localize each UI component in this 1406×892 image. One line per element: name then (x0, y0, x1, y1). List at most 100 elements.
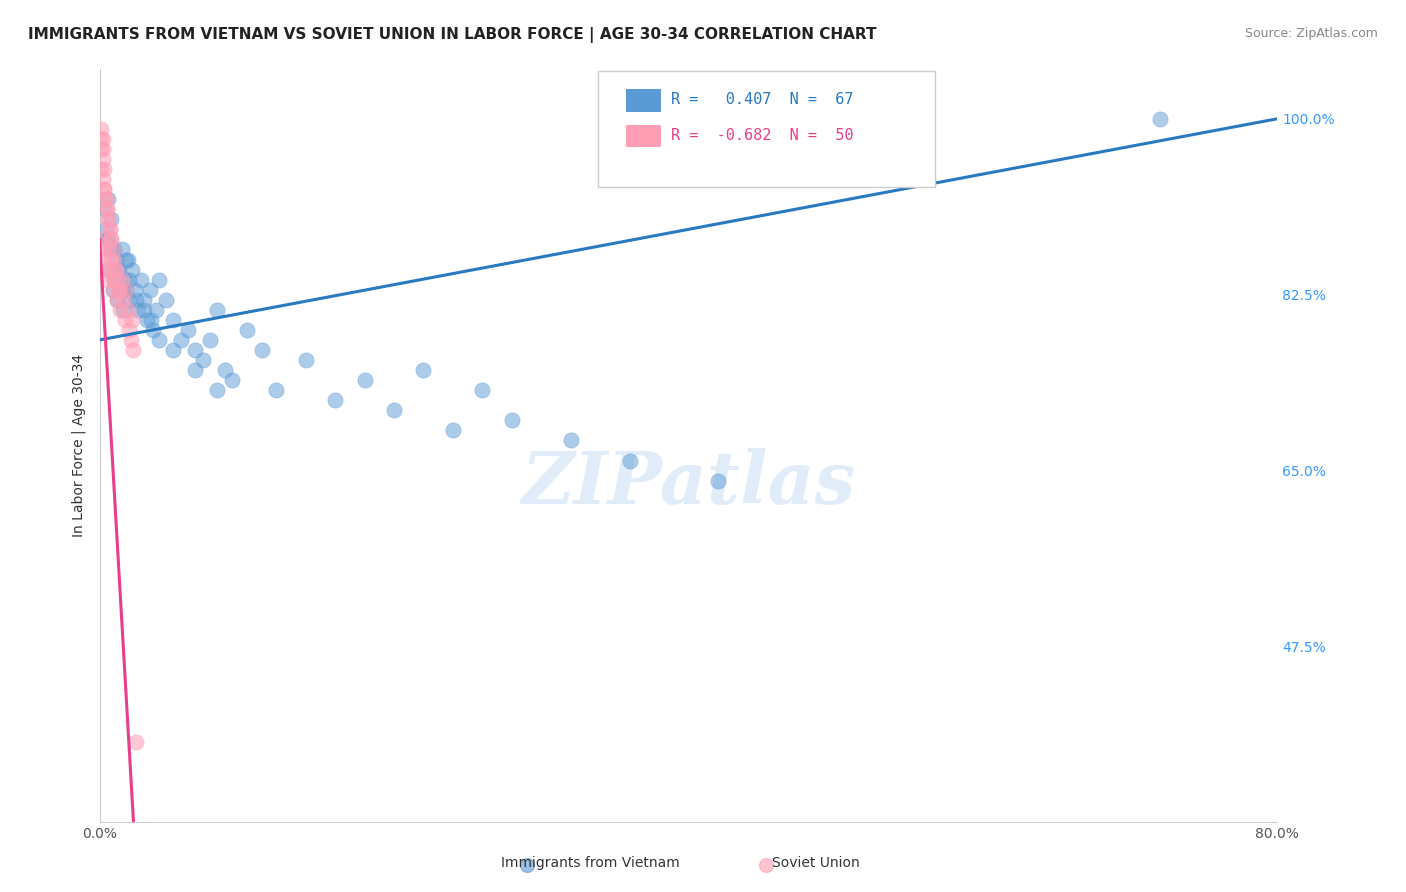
Point (619, 453, 641, 467)
Point (98, 262, 121, 277)
Point (118, 323, 141, 337)
Point (516, 858, 538, 872)
Point (471, 383, 494, 397)
Point (207, 383, 229, 397)
Point (121, 262, 143, 277)
Point (110, 302, 132, 317)
Point (107, 283, 129, 297)
Point (141, 313, 163, 327)
Point (94, 222, 117, 236)
Point (111, 243, 134, 257)
Point (441, 424, 464, 438)
Point (162, 313, 184, 327)
Point (100, 232, 122, 246)
Point (96, 202, 118, 217)
Point (90, 142, 112, 156)
Text: Immigrants from Vietnam: Immigrants from Vietnam (501, 855, 681, 870)
Point (382, 403, 405, 417)
Point (105, 293, 128, 307)
Point (91, 132, 114, 146)
Point (103, 272, 125, 286)
Point (142, 323, 165, 337)
Point (138, 283, 160, 297)
Point (104, 252, 127, 267)
Point (118, 272, 141, 286)
Text: ZIPatlas: ZIPatlas (522, 448, 855, 518)
Point (93, 182, 115, 196)
Point (1149, 112, 1171, 126)
Point (501, 413, 523, 427)
Point (198, 333, 221, 347)
Point (104, 262, 127, 277)
Point (111, 283, 134, 297)
Text: IMMIGRANTS FROM VIETNAM VS SOVIET UNION IN LABOR FORCE | AGE 30-34 CORRELATION C: IMMIGRANTS FROM VIETNAM VS SOVIET UNION … (28, 27, 876, 43)
Text: Soviet Union: Soviet Union (772, 855, 859, 870)
Point (115, 283, 138, 297)
Point (90, 121, 112, 136)
Point (236, 323, 259, 337)
Point (97, 192, 120, 206)
Point (125, 293, 148, 307)
Point (148, 333, 170, 347)
Point (707, 474, 730, 488)
Point (135, 313, 157, 327)
Point (107, 283, 129, 297)
Point (323, 393, 346, 408)
Point (107, 262, 129, 277)
Point (104, 262, 127, 277)
Point (100, 252, 122, 267)
Point (105, 262, 128, 277)
Point (100, 212, 122, 227)
Point (129, 272, 152, 286)
Point (214, 363, 236, 377)
Point (114, 272, 136, 286)
Point (94, 192, 117, 206)
Point (96, 232, 118, 246)
Point (101, 283, 124, 297)
Point (148, 272, 170, 286)
Point (103, 243, 125, 257)
Point (101, 283, 124, 297)
Point (105, 272, 128, 286)
Point (111, 272, 134, 286)
Point (125, 735, 148, 749)
Point (90, 232, 112, 246)
Point (132, 302, 155, 317)
Point (115, 283, 138, 297)
Point (118, 293, 141, 307)
Point (91, 172, 114, 186)
Text: R =   0.407  N =  67: R = 0.407 N = 67 (671, 93, 853, 107)
Point (96, 272, 118, 286)
Point (132, 293, 155, 307)
Point (93, 252, 115, 267)
Point (121, 313, 143, 327)
Point (177, 323, 200, 337)
Point (114, 313, 136, 327)
Point (755, 858, 778, 872)
Point (412, 363, 434, 377)
Point (250, 343, 273, 357)
Point (169, 333, 191, 347)
Point (97, 243, 120, 257)
Point (103, 252, 125, 267)
Point (191, 353, 214, 368)
Point (98, 222, 121, 236)
Point (91, 243, 114, 257)
Point (105, 293, 128, 307)
Point (155, 293, 177, 307)
Point (112, 302, 135, 317)
Point (103, 272, 125, 286)
Point (117, 252, 139, 267)
Point (117, 302, 139, 317)
Y-axis label: In Labor Force | Age 30-34: In Labor Force | Age 30-34 (72, 354, 86, 537)
Point (93, 182, 115, 196)
Point (93, 162, 115, 177)
Point (207, 302, 229, 317)
Point (98, 222, 121, 236)
Point (97, 232, 120, 246)
Point (294, 353, 316, 368)
Point (127, 302, 149, 317)
Point (145, 302, 167, 317)
Point (90, 132, 112, 146)
Point (264, 383, 287, 397)
